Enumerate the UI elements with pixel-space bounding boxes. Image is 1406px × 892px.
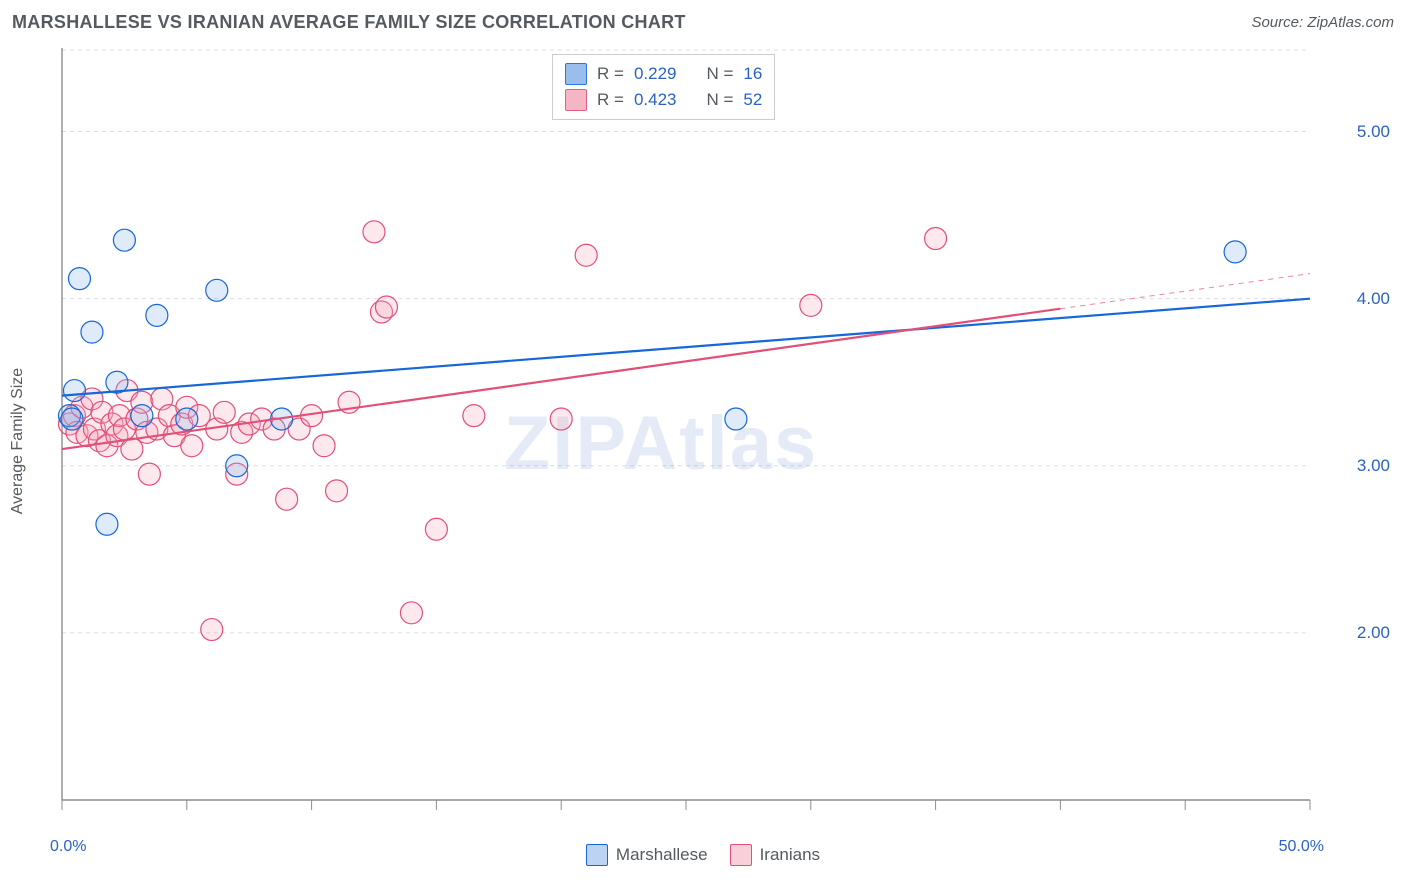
legend-swatch [586,844,608,866]
legend-swatch [565,89,587,111]
y-tick-label: 5.00 [1357,122,1390,142]
chart-title: MARSHALLESE VS IRANIAN AVERAGE FAMILY SI… [12,12,686,33]
legend-n-value: 16 [743,61,762,87]
correlation-legend-row: R = 0.423 N = 52 [565,87,762,113]
legend-r-label: R = [597,87,624,113]
y-tick-label: 3.00 [1357,456,1390,476]
scatter-plot: ZIPAtlas [12,48,1394,834]
chart-area: Average Family Size ZIPAtlas 2.00 3.00 4.0… [12,48,1394,834]
correlation-legend: R = 0.229 N = 16 R = 0.423 N = 52 [552,54,775,120]
legend-n-value: 52 [743,87,762,113]
legend-r-value: 0.423 [634,87,677,113]
legend-n-label: N = [706,87,733,113]
y-axis-label: Average Family Size [9,368,27,514]
legend-label: Marshallese [616,845,708,865]
legend-r-label: R = [597,61,624,87]
correlation-legend-row: R = 0.229 N = 16 [565,61,762,87]
legend-swatch [730,844,752,866]
source-label: Source: ZipAtlas.com [1251,14,1394,31]
legend-n-label: N = [706,61,733,87]
legend-label: Iranians [760,845,820,865]
legend-item: Marshallese [586,844,708,866]
y-tick-label: 4.00 [1357,289,1390,309]
legend-r-value: 0.229 [634,61,677,87]
series-legend: Marshallese Iranians [0,844,1406,866]
legend-item: Iranians [730,844,820,866]
y-tick-label: 2.00 [1357,623,1390,643]
legend-swatch [565,63,587,85]
